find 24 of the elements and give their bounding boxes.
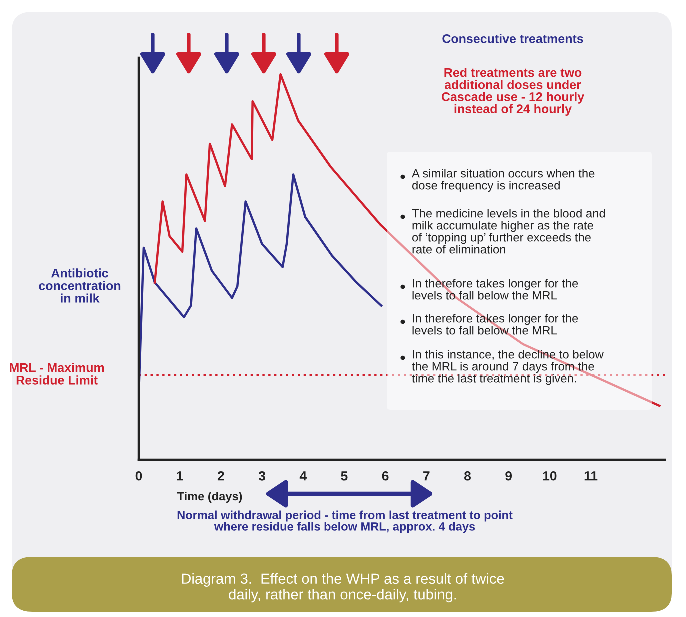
text: Normal withdrawal period - time from last treatment to point where residue falls below MRL, approx. 4 days <box>178 510 513 534</box>
x-tick-label: 0 <box>136 471 142 481</box>
x-tick-label: 9 <box>506 471 512 481</box>
y-axis-title: Antibiotic concentration in milk <box>39 268 121 303</box>
x-tick-label: 2 <box>218 471 224 481</box>
annotation: Red treatments are two additional doses under Cascade use - 12 hourly instead of 24 hourly <box>442 68 584 116</box>
x-tick-label: 10 <box>543 471 557 481</box>
x-tick-label: 1 <box>177 472 184 481</box>
text: Consecutive treatments <box>442 34 584 44</box>
annotation: In therefore takes longer for the levels to fall below the MRL <box>412 314 578 335</box>
annotation: The medicine levels in the blood and milk accumulate higher as the rate of ‘topping up’ further exceeds the rate of elimination <box>412 209 606 254</box>
text: Diagram 3. Effect on the WHP as a result of twice daily, rather than once-daily, tubing. <box>182 573 504 603</box>
x-tick-label: 7 <box>424 472 430 481</box>
annotation: In therefore takes longer for the levels to fall below the MRL <box>412 279 578 300</box>
x-tick-label: 11 <box>584 472 598 481</box>
x-tick-label: 5 <box>341 472 348 481</box>
ref-line-label: MRL - Maximum Residue Limit <box>10 363 104 385</box>
x-tick-label: 6 <box>382 471 389 481</box>
x-tick-label: 3 <box>258 471 266 481</box>
annotation: In this instance, the decline to below the MRL is around 7 days from the time the last treatment is given. <box>412 350 604 386</box>
annotation: A similar situation occurs when the dose frequency is increased <box>412 169 595 192</box>
x-tick-label: 8 <box>464 471 472 481</box>
x-tick-label: 4 <box>300 472 307 481</box>
x-axis-title: Time (days) <box>177 492 242 504</box>
